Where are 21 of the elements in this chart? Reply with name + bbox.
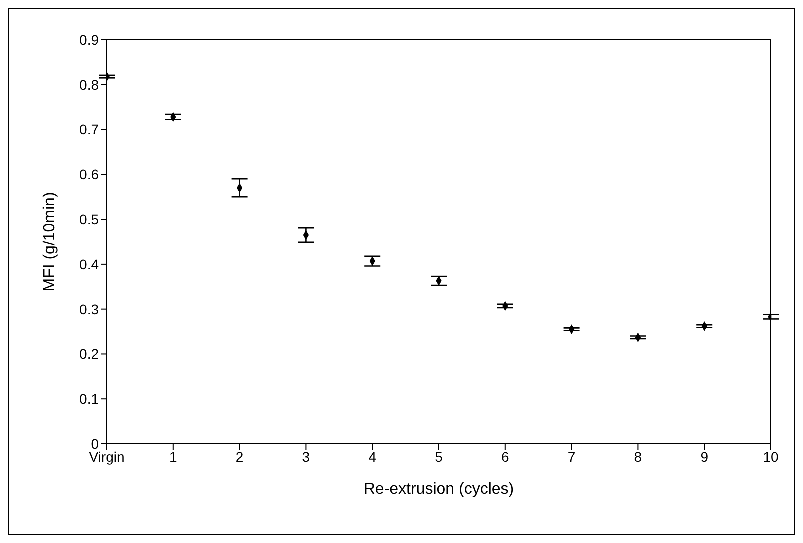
x-tick-label: 6 bbox=[502, 448, 510, 465]
y-tick-label: 0.7 bbox=[80, 122, 100, 138]
y-tick-label: 0.1 bbox=[80, 391, 100, 408]
x-tick-label: 1 bbox=[170, 448, 178, 465]
x-tick-label: 5 bbox=[435, 448, 444, 465]
y-tick-label: 0.2 bbox=[80, 346, 100, 362]
x-tick-label: 4 bbox=[368, 448, 377, 465]
x-tick-label: 3 bbox=[302, 448, 310, 465]
y-tick-label: 0.5 bbox=[80, 212, 100, 228]
y-tick-label: 0.4 bbox=[80, 256, 100, 272]
y-tick-label: 0.3 bbox=[80, 301, 100, 318]
x-axis-title: Re-extrusion (cycles) bbox=[364, 481, 514, 498]
x-tick-label: 9 bbox=[700, 448, 709, 465]
y-tick-label: 0.8 bbox=[80, 76, 100, 93]
y-tick-label: 0.6 bbox=[80, 166, 100, 183]
x-tick-label: 8 bbox=[634, 448, 642, 465]
y-tick-label: 0.9 bbox=[80, 32, 100, 48]
y-axis-title: MFI (g/10min) bbox=[42, 192, 59, 292]
x-tick-label: 7 bbox=[568, 448, 576, 465]
x-tick-label: 10 bbox=[763, 448, 779, 465]
x-tick-label: 2 bbox=[236, 448, 244, 465]
